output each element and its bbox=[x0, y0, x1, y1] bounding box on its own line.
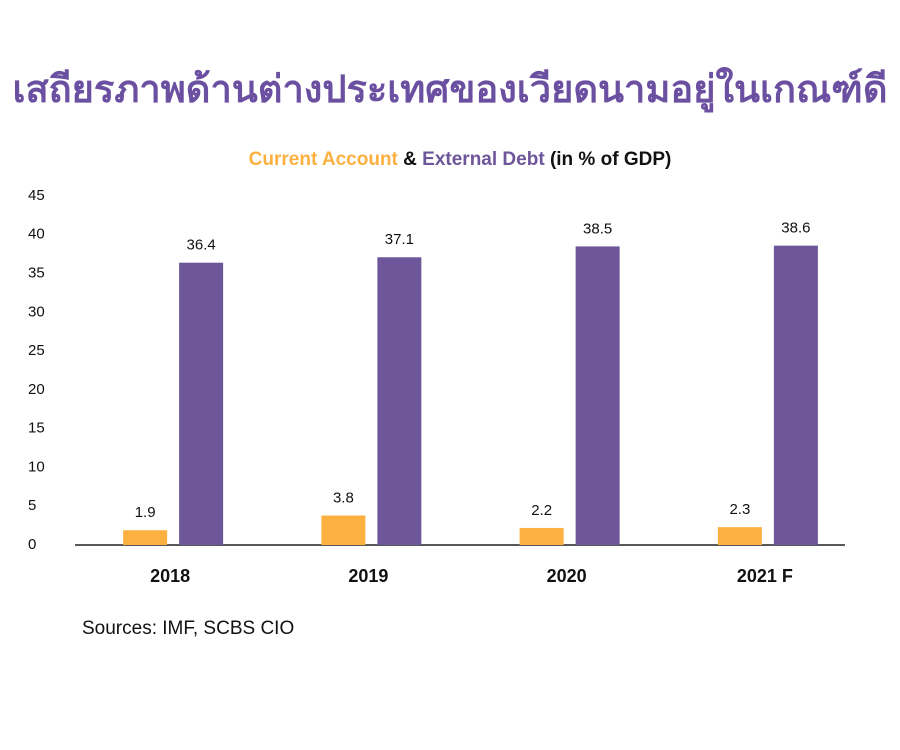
y-tick-label: 15 bbox=[28, 420, 45, 437]
x-tick-label: 2018 bbox=[150, 566, 190, 586]
subtitle: Current Account & External Debt (in % of… bbox=[249, 149, 672, 170]
value-label: 3.8 bbox=[333, 489, 354, 506]
y-tick-label: 10 bbox=[28, 458, 45, 475]
value-label: 37.1 bbox=[385, 231, 414, 248]
y-tick-label: 45 bbox=[28, 187, 45, 204]
x-tick-label: 2020 bbox=[547, 566, 587, 586]
y-tick-label: 35 bbox=[28, 265, 45, 282]
bar bbox=[773, 245, 818, 545]
bar bbox=[575, 246, 620, 545]
value-label: 2.3 bbox=[729, 501, 750, 518]
subtitle-suffix: (in % of GDP) bbox=[550, 149, 671, 170]
value-label: 38.5 bbox=[583, 220, 612, 237]
bar bbox=[321, 515, 366, 545]
y-tick-label: 25 bbox=[28, 342, 45, 359]
legend-entry: Current Account bbox=[249, 149, 399, 170]
y-tick-label: 5 bbox=[28, 497, 36, 514]
legend-entry: External Debt bbox=[422, 149, 545, 170]
bar bbox=[519, 527, 564, 545]
x-tick-label: 2021 F bbox=[737, 566, 793, 586]
y-tick-label: 30 bbox=[28, 303, 45, 320]
y-tick-label: 0 bbox=[28, 536, 36, 553]
value-label: 38.6 bbox=[781, 220, 810, 237]
value-label: 1.9 bbox=[135, 504, 156, 521]
bar bbox=[717, 527, 762, 545]
source: Sources: IMF, SCBS CIO bbox=[82, 618, 294, 639]
bar bbox=[123, 530, 168, 545]
y-tick-label: 40 bbox=[28, 226, 45, 243]
subtitle-joiner: & bbox=[403, 149, 417, 170]
bar bbox=[179, 262, 224, 545]
value-label: 36.4 bbox=[187, 237, 216, 254]
bar bbox=[377, 257, 422, 545]
y-tick-label: 20 bbox=[28, 381, 45, 398]
x-tick-label: 2019 bbox=[348, 566, 388, 586]
chart-title: เสถียรภาพด้านต่างประเทศของเวียดนามอยู่ใน… bbox=[12, 67, 887, 113]
value-label: 2.2 bbox=[531, 502, 552, 519]
